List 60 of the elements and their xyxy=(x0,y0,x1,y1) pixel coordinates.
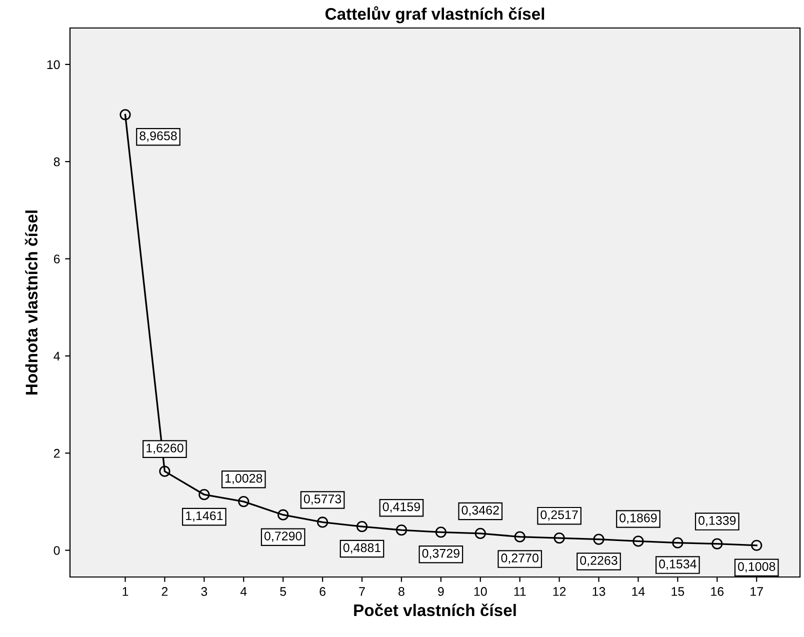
data-label: 0,1869 xyxy=(620,513,657,524)
point xyxy=(554,532,565,544)
data-label: 0,2770 xyxy=(501,554,538,564)
point xyxy=(435,526,446,538)
point xyxy=(632,536,644,547)
x-tick-label: 7 xyxy=(359,587,365,596)
y-tick-label: 2 xyxy=(54,448,60,458)
y-tick-label: 4 xyxy=(54,352,60,360)
y-tick-label: 0 xyxy=(54,546,60,555)
x-tick-label: 17 xyxy=(750,587,763,596)
data-label: 0,3462 xyxy=(462,506,499,516)
x-tick-label: 15 xyxy=(672,587,684,596)
data-label: 0,1008 xyxy=(738,562,776,572)
data-label: 8,9658 xyxy=(140,131,177,142)
x-tick-label: 10 xyxy=(474,587,487,596)
data-label: 0,2517 xyxy=(540,510,578,521)
data-label: 0,7290 xyxy=(264,532,302,542)
point xyxy=(751,540,762,551)
data-label: 0,3729 xyxy=(422,548,460,560)
x-tick-label: 2 xyxy=(162,587,168,596)
data-label: 0,1534 xyxy=(659,560,696,570)
data-label: 1,0028 xyxy=(225,474,262,484)
point xyxy=(396,524,408,536)
x-tick-label: 3 xyxy=(201,587,208,596)
point xyxy=(672,537,684,548)
data-label: 0,5773 xyxy=(304,494,342,505)
data-label: 0,4881 xyxy=(343,543,381,554)
y-tick-label: 8 xyxy=(54,157,60,166)
x-tick-label: 9 xyxy=(438,587,444,596)
point xyxy=(238,496,250,508)
data-label: 1,6260 xyxy=(146,444,184,454)
x-tick-label: 8 xyxy=(398,587,404,596)
x-tick-label: 13 xyxy=(592,587,606,596)
point xyxy=(120,109,131,120)
point xyxy=(316,516,328,528)
x-tick-label: 4 xyxy=(240,587,247,596)
x-axis-title: Počet vlastních čísel xyxy=(354,604,516,616)
x-tick-label: 11 xyxy=(514,587,526,596)
data-label: 0,4159 xyxy=(382,502,420,513)
point xyxy=(198,489,210,500)
x-tick-label: 6 xyxy=(320,587,326,596)
x-tick-label: 5 xyxy=(280,587,286,596)
point xyxy=(356,521,368,532)
point xyxy=(159,466,170,477)
y-tick-label: 10 xyxy=(47,60,60,70)
point xyxy=(712,538,723,550)
point xyxy=(474,528,486,540)
x-tick-label: 12 xyxy=(553,587,566,596)
point xyxy=(278,509,289,520)
point xyxy=(593,534,604,545)
point xyxy=(514,531,526,542)
x-tick-label: 16 xyxy=(711,587,724,596)
data-label: 0,2263 xyxy=(580,556,618,566)
data-label: 1,1461 xyxy=(186,511,223,522)
x-tick-label: 1 xyxy=(122,587,128,596)
y-tick-label: 6 xyxy=(54,254,60,264)
data-label: 0,1339 xyxy=(698,516,736,526)
chart-title: Cattelův graf vlastních čísel xyxy=(325,6,544,24)
x-tick-label: 14 xyxy=(632,587,645,596)
y-axis-title: Hodnota vlastních čísel xyxy=(24,210,38,394)
